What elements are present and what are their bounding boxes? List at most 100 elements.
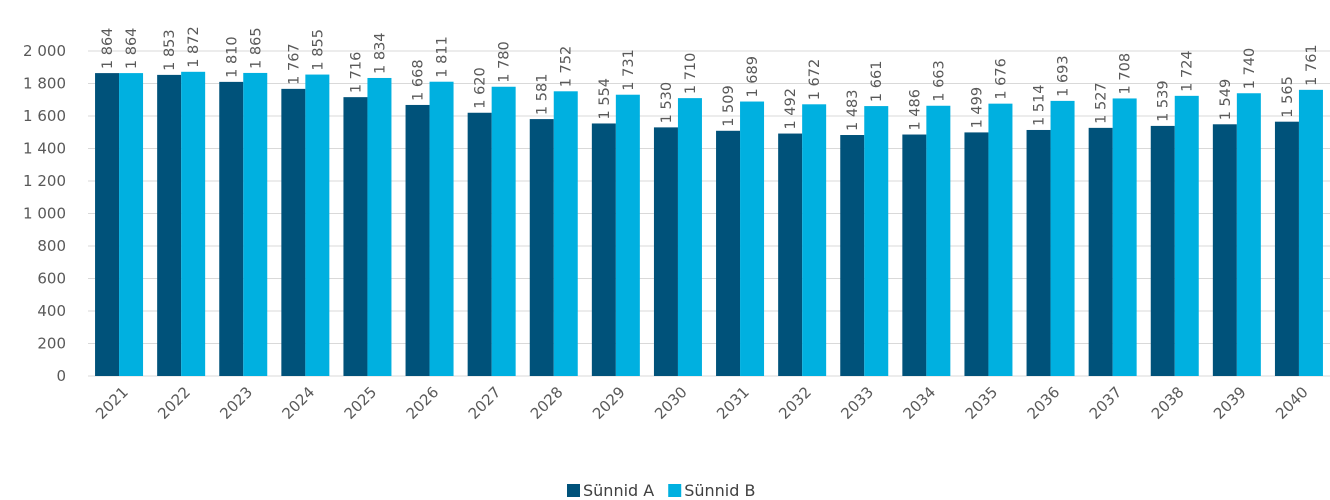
x-tick-label: 2032 (775, 383, 815, 423)
data-label: 1 565 (1280, 76, 1296, 118)
bars (95, 71, 1323, 377)
y-tick-label: 800 (37, 237, 66, 255)
bar-a-2032 (778, 133, 803, 376)
data-label: 1 864 (124, 28, 140, 70)
bar-a-2026 (405, 104, 430, 376)
y-tick-label: 1 200 (23, 172, 66, 190)
bar-b-2036 (1050, 100, 1075, 376)
x-tick-label: 2034 (899, 383, 939, 423)
bar-b-2029 (615, 94, 640, 377)
bar-a-2024 (281, 88, 306, 377)
data-label: 1 740 (1242, 48, 1258, 90)
bar-b-2037 (1112, 98, 1137, 376)
bar-a-2039 (1212, 124, 1237, 376)
bar-b-2022 (181, 71, 206, 377)
x-tick-label: 2028 (527, 383, 567, 423)
x-tick-label: 2040 (1272, 383, 1312, 423)
data-label: 1 499 (969, 87, 985, 129)
bar-b-2032 (802, 104, 827, 377)
x-tick-label: 2022 (154, 383, 194, 423)
data-label: 1 752 (559, 46, 575, 88)
legend-label-b: Sünnid B (684, 481, 755, 500)
data-label: 1 514 (1032, 84, 1048, 126)
bar-b-2031 (740, 101, 765, 376)
bar-b-2024 (305, 74, 330, 376)
bar-a-2033 (840, 135, 865, 376)
data-label: 1 689 (745, 56, 761, 98)
bar-b-2025 (367, 77, 392, 376)
data-label: 1 761 (1304, 44, 1320, 86)
data-label: 1 834 (372, 32, 388, 74)
data-label: 1 668 (411, 59, 427, 101)
data-label: 1 676 (993, 58, 1009, 100)
x-tick-label: 2031 (713, 383, 753, 423)
bar-b-2040 (1298, 89, 1323, 377)
data-label: 1 853 (162, 29, 178, 71)
data-label: 1 581 (535, 74, 551, 116)
bar-b-2035 (988, 103, 1013, 377)
bar-a-2035 (964, 132, 989, 376)
data-label: 1 731 (621, 49, 637, 91)
y-tick-label: 1 800 (23, 75, 66, 93)
data-label: 1 767 (286, 43, 302, 85)
data-label: 1 672 (807, 59, 823, 101)
x-tick-label: 2038 (1148, 383, 1188, 423)
x-tick-label: 2021 (92, 383, 132, 423)
data-label: 1 865 (248, 27, 264, 69)
data-label: 1 811 (435, 36, 451, 78)
bar-b-2023 (243, 72, 268, 376)
bar-a-2029 (591, 123, 616, 376)
bar-a-2028 (529, 119, 554, 377)
bar-b-2030 (677, 98, 702, 376)
bar-a-2030 (653, 127, 678, 376)
bar-b-2027 (491, 86, 516, 376)
data-label: 1 661 (869, 61, 885, 103)
x-tick-label: 2026 (403, 383, 443, 423)
bar-a-2040 (1274, 121, 1299, 376)
x-tick-label: 2037 (1086, 383, 1126, 423)
x-tick-label: 2033 (837, 383, 877, 423)
bar-b-2021 (119, 73, 144, 376)
bar-a-2037 (1088, 127, 1113, 376)
y-axis: 0 200 400 600 800 1 000 1 200 1 400 1 600 1 800 2 … (23, 42, 66, 385)
data-label: 1 710 (683, 53, 699, 95)
bar-b-2026 (429, 81, 454, 377)
data-labels: 1 864 1 864 1 853 1 872 1 810 1 865 1 767 1 855… (100, 26, 1320, 131)
y-tick-label: 1 400 (23, 140, 66, 158)
x-tick-label: 2024 (278, 383, 318, 423)
legend-label-a: Sünnid A (583, 481, 654, 500)
data-label: 1 483 (845, 89, 861, 131)
x-tick-label: 2025 (341, 383, 381, 423)
x-axis: 2021 2022 2023 2024 2025 2026 2027 2028 2029 2030… (92, 383, 1312, 423)
data-label: 1 810 (224, 36, 240, 78)
legend-swatch-b (668, 484, 682, 497)
x-tick-label: 2030 (651, 383, 691, 423)
y-tick-label: 1 600 (23, 107, 66, 125)
bar-b-2034 (926, 105, 951, 376)
y-tick-label: 600 (37, 270, 66, 288)
data-label: 1 724 (1180, 50, 1196, 92)
data-label: 1 492 (783, 88, 799, 130)
bar-a-2034 (902, 134, 927, 376)
data-label: 1 620 (473, 67, 489, 109)
bar-a-2038 (1150, 125, 1175, 376)
bar-b-2033 (864, 106, 889, 377)
y-tick-label: 2 000 (23, 42, 66, 60)
data-label: 1 716 (348, 52, 364, 94)
bar-a-2025 (343, 97, 368, 377)
x-tick-label: 2036 (1024, 383, 1064, 423)
x-tick-label: 2023 (216, 383, 256, 423)
data-label: 1 855 (310, 29, 326, 71)
y-tick-label: 1 000 (23, 205, 66, 223)
data-label: 1 486 (907, 89, 923, 131)
bar-b-2039 (1236, 93, 1261, 376)
bar-a-2031 (716, 130, 741, 376)
data-label: 1 530 (659, 82, 675, 124)
bar-a-2036 (1026, 129, 1051, 376)
bar-a-2023 (219, 81, 244, 376)
legend-swatch-a (567, 484, 580, 497)
x-tick-label: 2029 (589, 383, 629, 423)
bar-b-2038 (1174, 95, 1199, 376)
data-label: 1 554 (597, 78, 613, 120)
